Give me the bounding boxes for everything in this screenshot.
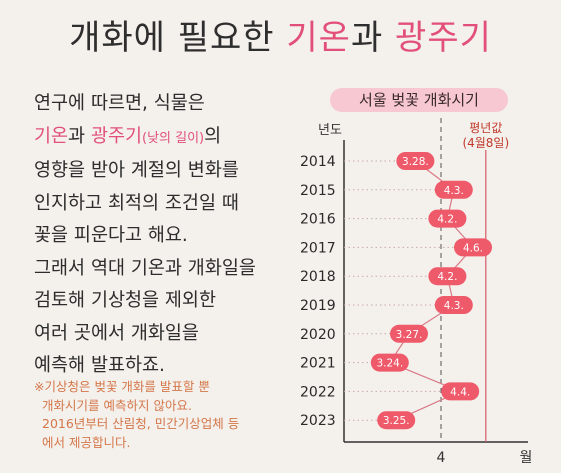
year-label: 2015 [300, 183, 336, 199]
body-conjunction: 과 [68, 125, 91, 147]
data-label: 4.2. [437, 271, 457, 283]
body-line-1: 연구에 따르면, 식물은 [34, 93, 205, 114]
year-label: 2019 [300, 298, 336, 314]
page-title: 개화에 필요한 기온과 광주기 [0, 10, 561, 59]
data-label: 4.3. [444, 185, 464, 197]
bloom-point [434, 180, 473, 199]
normal-year-label: 평년값 [469, 121, 502, 135]
body-line-5: 꽃을 피운다고 해요. [34, 225, 188, 246]
bloom-point [454, 238, 492, 257]
title-part-2: 기온 [286, 18, 351, 58]
footnote: ※기상청은 벚꽃 개화를 발표할 뿐 개화시기를 예측하지 않아요. 2016년… [34, 378, 274, 452]
footnote-line-2: 개화시기를 예측하지 않아요. [42, 397, 192, 413]
body-photoperiod-note: (낮의 길이) [142, 130, 205, 146]
data-label: 3.27. [396, 329, 423, 341]
bloom-point [441, 382, 480, 401]
year-label: 2018 [300, 269, 336, 285]
body-line-7: 검토해 기상청을 제외한 [34, 290, 216, 311]
title-part-4: 광주기 [395, 18, 492, 58]
chart-title: 서울 벚꽃 개화시기 [330, 88, 508, 112]
body-line-9: 예측해 발표하죠. [34, 355, 165, 376]
year-label: 2020 [300, 327, 336, 343]
bloom-point [434, 296, 473, 314]
data-label: 4.6. [463, 242, 483, 254]
year-label: 2017 [300, 240, 336, 256]
bloom-point [390, 324, 428, 343]
body-line-6: 그래서 역대 기온과 개화일을 [34, 257, 256, 279]
bloom-point [428, 209, 467, 228]
x-tick-label: 4 [437, 450, 446, 466]
data-label: 3.28. [402, 156, 429, 168]
year-label: 2023 [300, 413, 336, 429]
bloom-point [377, 411, 416, 430]
footnote-line-4: 에서 제공합니다. [42, 434, 131, 450]
normal-year-date: (4월8일) [462, 136, 509, 150]
y-axis-label: 년도 [318, 123, 342, 138]
body-line-2: 기온과 광주기(낮의 길이)의 [34, 121, 299, 156]
body-line-8: 여러 곳에서 개화일을 [34, 322, 199, 344]
data-label: 3.24. [376, 358, 403, 370]
data-label: 4.2. [437, 214, 457, 226]
body-particle: 의 [204, 125, 222, 147]
data-label: 4.3. [444, 300, 464, 312]
x-axis-label: 월 [520, 450, 533, 466]
bloom-point [370, 353, 409, 372]
body-paragraph: 연구에 따르면, 식물은 기온과 광주기(낮의 길이)의 영향을 받아 계절의 … [34, 88, 299, 383]
body-line-3: 영향을 받아 계절의 변화를 [34, 160, 239, 181]
year-label: 2022 [300, 384, 336, 400]
data-label: 3.25. [383, 415, 410, 427]
title-part-3: 과 [350, 18, 396, 58]
year-label: 2014 [300, 154, 336, 170]
title-part-1: 개화에 필요한 [69, 18, 287, 58]
body-temperature-word: 기온 [34, 125, 69, 147]
footnote-line-1: ※기상청은 벚꽃 개화를 발표할 뿐 [34, 379, 210, 394]
year-label: 2021 [300, 356, 336, 372]
bloom-series-line [388, 160, 474, 421]
year-label: 2016 [300, 212, 336, 228]
body-photoperiod-word: 광주기 [90, 125, 143, 147]
bloom-point [428, 267, 467, 286]
bloom-point [396, 152, 435, 170]
footnote-line-3: 2016년부터 산림청, 민간기상업체 등 [42, 416, 240, 431]
body-line-4: 인지하고 최적의 조건일 때 [34, 192, 239, 214]
data-label: 4.4. [450, 386, 470, 398]
